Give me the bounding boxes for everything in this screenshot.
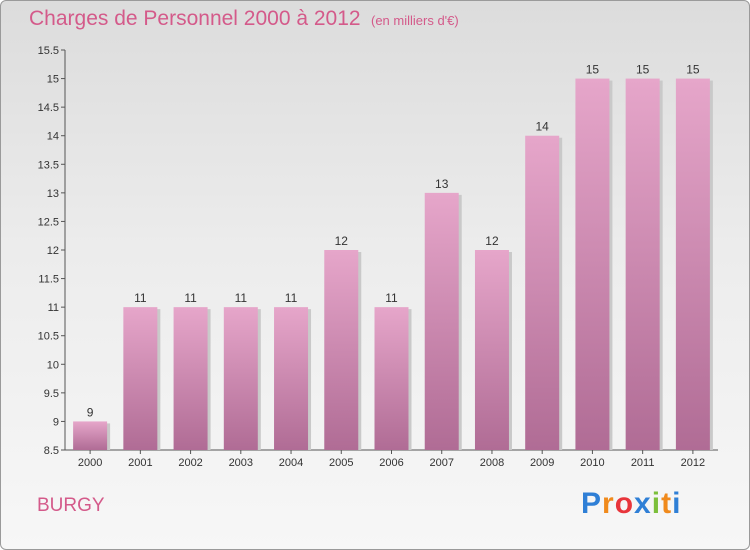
- x-tick-label: 2008: [480, 457, 504, 469]
- y-tick-label: 15.5: [38, 45, 59, 57]
- bar-2007: [424, 192, 459, 450]
- logo-letter: i: [651, 487, 662, 520]
- logo-letter: o: [614, 487, 635, 520]
- logo-letter: t: [661, 487, 673, 520]
- data-label: 11: [285, 291, 298, 305]
- logo-letter: P: [581, 487, 603, 520]
- data-label: 12: [335, 234, 349, 248]
- x-tick-label: 2000: [78, 457, 102, 469]
- bar-2001: [123, 307, 158, 450]
- y-tick-label: 11: [48, 302, 59, 314]
- bar-2004: [274, 307, 309, 450]
- data-label: 11: [235, 291, 248, 305]
- x-tick-label: 2006: [379, 457, 403, 469]
- data-label: 12: [485, 234, 499, 248]
- logo-letter: x: [634, 487, 652, 520]
- y-tick-label: 14: [47, 131, 59, 143]
- data-label: 14: [536, 120, 550, 134]
- bar-2010: [575, 78, 610, 451]
- y-tick-label: 12: [47, 245, 59, 257]
- y-tick-label: 11.5: [38, 274, 59, 286]
- y-tick-label: 12.5: [38, 216, 59, 228]
- chart-title: Charges de Personnel 2000 à 2012: [29, 7, 361, 30]
- proxiti-logo: Proxiti: [581, 487, 681, 521]
- data-label: 15: [586, 63, 600, 77]
- y-tick-label: 10: [47, 359, 59, 371]
- bars: [73, 78, 713, 451]
- y-tick-label: 14.5: [38, 102, 59, 114]
- bar-2002: [173, 307, 208, 450]
- labels: 9 11 11 11 11 12 11 13 12 14 15 15 15: [87, 63, 700, 420]
- y-tick-label: 13: [47, 188, 59, 200]
- data-label: 15: [636, 63, 650, 77]
- bar-2008: [474, 250, 509, 450]
- x-tick-label: 2012: [681, 457, 705, 469]
- bar-2000: [73, 421, 108, 450]
- x-tick-label: 2002: [178, 457, 202, 469]
- y-tick-label: 8.5: [44, 445, 59, 457]
- y-tick-label: 10.5: [38, 331, 59, 343]
- data-label: 11: [385, 291, 398, 305]
- x-tick-label: 2007: [429, 457, 453, 469]
- x-tick-label: 2011: [631, 457, 655, 469]
- data-label: 13: [435, 177, 449, 191]
- x-tick-label: 2005: [329, 457, 353, 469]
- data-label: 15: [686, 63, 700, 77]
- x-tick-label: 2009: [530, 457, 554, 469]
- x-tick-label: 2010: [580, 457, 604, 469]
- y-tick-label: 9.5: [44, 388, 59, 400]
- x-tick-label: 2001: [128, 457, 152, 469]
- bar-2009: [525, 135, 560, 450]
- bar-2006: [374, 307, 409, 450]
- data-label: 11: [134, 291, 147, 305]
- y-tick-label: 13.5: [38, 159, 59, 171]
- bar-2005: [324, 250, 359, 450]
- y-tick-label: 15: [47, 74, 59, 86]
- logo-letter: i: [672, 487, 682, 520]
- logo-letter: r: [602, 487, 615, 520]
- bar-2011: [625, 78, 660, 451]
- x-tick-label: 2003: [229, 457, 253, 469]
- x-tick-label: 2004: [279, 457, 303, 469]
- y-tick-label: 9: [53, 416, 59, 428]
- data-label: 11: [184, 291, 197, 305]
- bar-2003: [223, 307, 258, 450]
- chart-subtitle: (en milliers d'€): [371, 13, 459, 28]
- bar-2012: [675, 78, 710, 451]
- commune-name: BURGY: [37, 495, 105, 516]
- data-label: 9: [87, 405, 94, 419]
